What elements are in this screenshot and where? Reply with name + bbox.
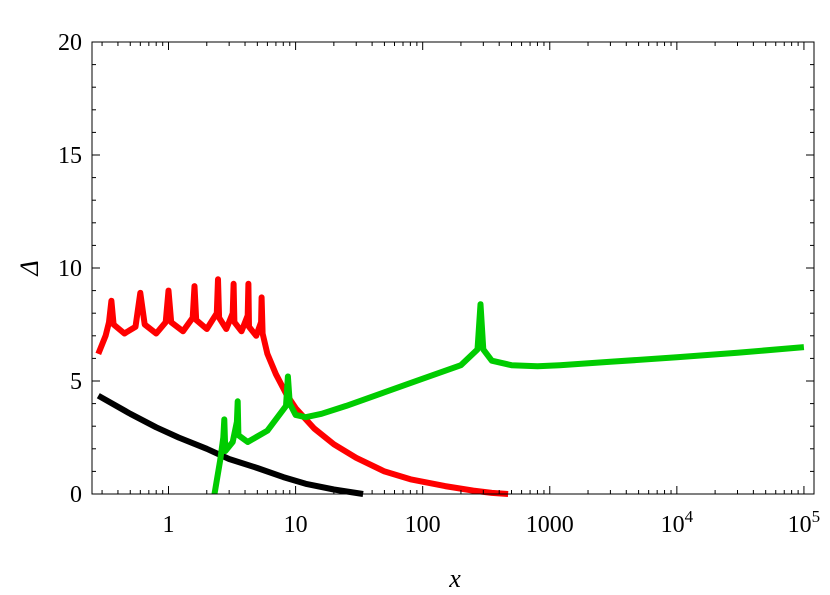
x-tick-label: 104 <box>661 507 694 538</box>
x-axis-label: x <box>448 564 461 593</box>
plot-frame <box>91 41 815 495</box>
y-tick-label: 10 <box>58 256 82 282</box>
y-tick-label: 15 <box>58 143 82 169</box>
x-tick-label: 100 <box>405 512 441 538</box>
x-tick-label: 10 <box>284 512 308 538</box>
y-tick-label: 0 <box>70 482 82 508</box>
tick-layer: 0 5 10 15 20 1 10 100 1000 104 105 <box>58 30 820 538</box>
y-axis-label: Δ <box>15 260 44 276</box>
series-line-2 <box>95 276 509 497</box>
y-tick-label: 5 <box>70 369 82 395</box>
x-tick-label: 105 <box>788 507 821 538</box>
x-tick-label: 1000 <box>526 512 574 538</box>
series-line-1 <box>96 393 364 497</box>
series-layer <box>95 276 805 497</box>
series-line-3 <box>211 301 805 495</box>
x-tick-label: 1 <box>163 512 175 538</box>
y-tick-label: 20 <box>58 30 82 56</box>
